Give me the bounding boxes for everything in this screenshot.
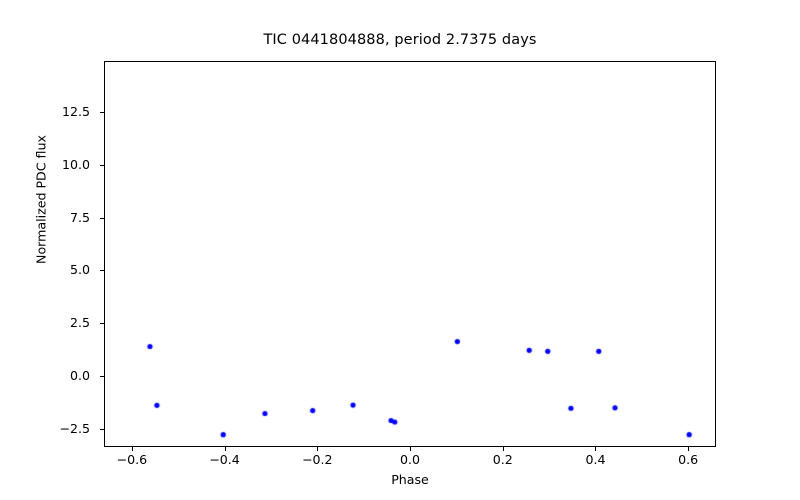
x-tick-label: 0.0 xyxy=(399,452,421,467)
x-tick-mark xyxy=(317,447,319,451)
x-tick-mark xyxy=(595,447,597,451)
y-tick-label: 10.0 xyxy=(61,156,90,172)
y-axis-label: Normalized PDC flux xyxy=(33,135,49,264)
x-tick-label: −0.4 xyxy=(209,452,240,467)
x-tick-label: −0.2 xyxy=(301,452,333,467)
x-tick-label: 0.4 xyxy=(585,452,606,467)
y-tick-mark xyxy=(100,429,104,431)
x-tick-label: 0.2 xyxy=(492,452,513,467)
chart-title: TIC 0441804888, period 2.7375 days xyxy=(263,32,537,48)
y-tick-label: 12.5 xyxy=(61,103,90,119)
x-tick-mark xyxy=(131,447,133,451)
y-tick-mark xyxy=(100,164,104,166)
y-tick-mark xyxy=(100,270,104,272)
plot-area xyxy=(104,61,716,447)
x-tick-mark xyxy=(502,447,504,451)
y-tick-mark xyxy=(100,376,104,378)
x-tick-label: 0.6 xyxy=(678,452,699,467)
y-tick-mark xyxy=(100,111,104,113)
y-tick-label: −2.5 xyxy=(59,421,90,437)
y-tick-mark xyxy=(100,323,104,325)
x-tick-label: −0.6 xyxy=(116,452,148,467)
scatter-plot-canvas xyxy=(105,62,715,446)
x-tick-mark xyxy=(410,447,411,451)
y-tick-mark xyxy=(100,217,104,219)
x-tick-mark xyxy=(688,447,690,451)
y-tick-label: 0.0 xyxy=(69,368,90,384)
y-tick-label: 2.5 xyxy=(69,315,90,331)
y-tick-label: 5.0 xyxy=(69,262,90,278)
y-tick-label: 7.5 xyxy=(69,209,90,225)
x-axis-label: Phase xyxy=(391,472,429,487)
x-tick-mark xyxy=(224,447,226,451)
